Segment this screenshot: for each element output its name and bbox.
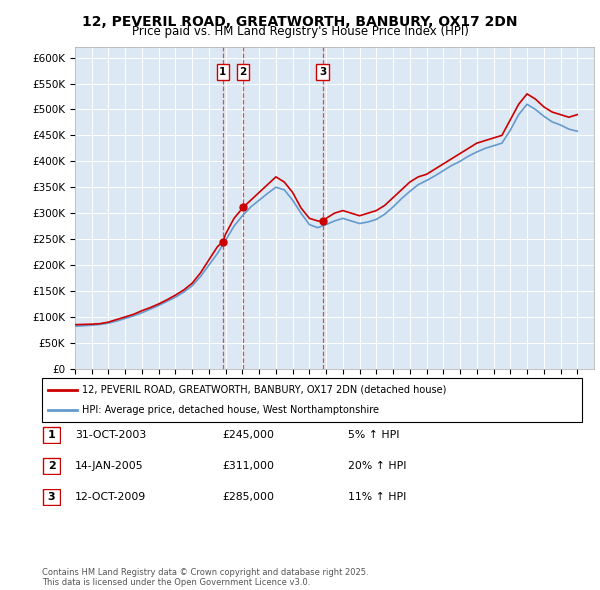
Text: HPI: Average price, detached house, West Northamptonshire: HPI: Average price, detached house, West…	[83, 405, 380, 415]
Text: £311,000: £311,000	[222, 461, 274, 471]
Text: 12-OCT-2009: 12-OCT-2009	[75, 493, 146, 502]
Text: 31-OCT-2003: 31-OCT-2003	[75, 430, 146, 440]
Text: 1: 1	[48, 430, 55, 440]
Text: Price paid vs. HM Land Registry's House Price Index (HPI): Price paid vs. HM Land Registry's House …	[131, 25, 469, 38]
Text: 3: 3	[319, 67, 326, 77]
Text: 12, PEVERIL ROAD, GREATWORTH, BANBURY, OX17 2DN: 12, PEVERIL ROAD, GREATWORTH, BANBURY, O…	[82, 15, 518, 29]
Text: Contains HM Land Registry data © Crown copyright and database right 2025.
This d: Contains HM Land Registry data © Crown c…	[42, 568, 368, 587]
Text: 11% ↑ HPI: 11% ↑ HPI	[348, 493, 406, 502]
Text: 14-JAN-2005: 14-JAN-2005	[75, 461, 143, 471]
Text: 2: 2	[48, 461, 55, 471]
Text: 2: 2	[239, 67, 247, 77]
Text: 3: 3	[48, 493, 55, 502]
Text: 20% ↑ HPI: 20% ↑ HPI	[348, 461, 407, 471]
Text: 1: 1	[219, 67, 226, 77]
Text: £245,000: £245,000	[222, 430, 274, 440]
Text: 5% ↑ HPI: 5% ↑ HPI	[348, 430, 400, 440]
Text: £285,000: £285,000	[222, 493, 274, 502]
Text: 12, PEVERIL ROAD, GREATWORTH, BANBURY, OX17 2DN (detached house): 12, PEVERIL ROAD, GREATWORTH, BANBURY, O…	[83, 385, 447, 395]
